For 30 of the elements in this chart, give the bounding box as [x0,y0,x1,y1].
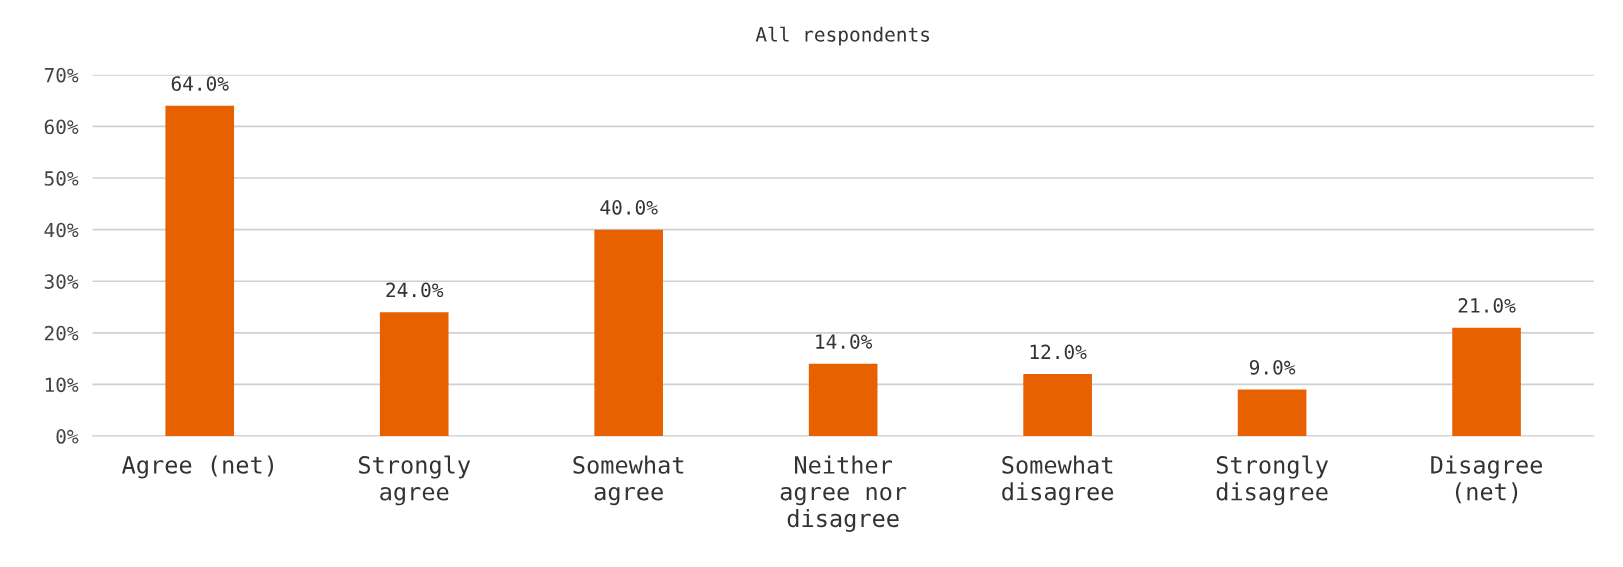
x-tick-label: Strongly agree [358,455,471,506]
data-label: 64.0% [171,76,229,91]
y-tick-label: 20% [44,325,79,341]
bar [165,105,235,437]
x-tick-label: Agree (net) [121,455,274,479]
data-label: 9.0% [1249,360,1296,375]
data-label: 14.0% [816,334,873,349]
bar [594,229,663,437]
chart-title: All respondents [755,26,930,46]
bar [1023,374,1092,437]
y-tick-label: 40% [44,222,79,238]
data-label: 24.0% [386,282,444,298]
x-tick-label: Strongly disagree [1216,455,1329,506]
y-tick-label: 50% [44,171,79,186]
x-tick-label: Somewhat disagree [1002,455,1114,506]
bar [379,312,449,437]
y-tick-label: 0% [56,429,79,444]
x-tick-label: Disagree (net) [1431,455,1543,504]
bar [1452,327,1521,437]
data-label: 40.0% [600,200,658,215]
bar [808,363,878,437]
data-label: 21.0% [1458,298,1516,313]
y-tick-label: 70% [44,67,79,83]
y-tick-label: 30% [44,274,79,289]
y-tick-label: 60% [44,119,79,135]
y-tick-label: 10% [45,377,79,393]
x-tick-label: Neither agree nor disagree [780,455,907,532]
data-label: 12.0% [1030,344,1087,360]
bar [1237,389,1307,437]
x-tick-label: Somewhat agree [573,455,684,506]
